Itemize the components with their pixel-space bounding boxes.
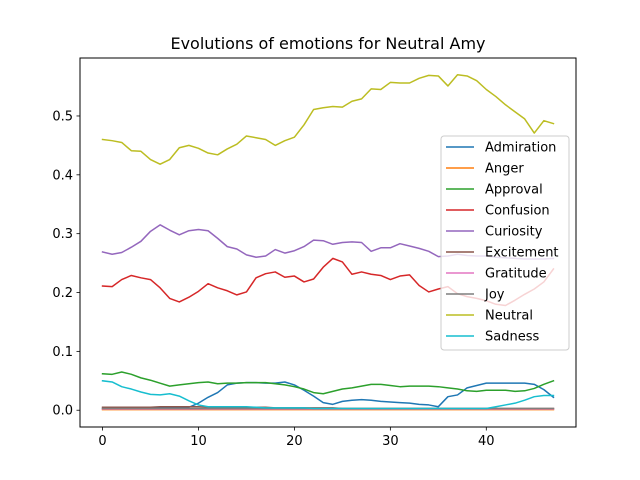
legend-label-excitement: Excitement <box>485 246 559 261</box>
x-tick-label: 30 <box>382 434 399 449</box>
legend-label-admiration: Admiration <box>485 141 556 156</box>
legend-label-neutral: Neutral <box>485 309 533 324</box>
y-tick-label: 0.1 <box>52 345 73 360</box>
legend-label-gratitude: Gratitude <box>485 267 547 282</box>
x-tick-label: 10 <box>190 434 207 449</box>
legend-label-approval: Approval <box>485 183 543 198</box>
y-tick-label: 0.2 <box>52 286 73 301</box>
x-axis: 0 10 20 30 40 <box>98 427 495 449</box>
legend-label-confusion: Confusion <box>485 204 550 219</box>
series-line-approval <box>101 371 555 395</box>
x-tick-label: 40 <box>478 434 495 449</box>
axes-frame <box>79 57 577 428</box>
legend: Admiration Anger Approval Confusion Curiosit… <box>440 135 570 351</box>
x-tick-label: 0 <box>98 434 106 449</box>
series-line-sadness <box>101 379 555 410</box>
y-tick-label: 0.4 <box>52 168 73 183</box>
legend-label-curiosity: Curiosity <box>485 225 543 240</box>
y-tick-label: 0.3 <box>52 227 73 242</box>
chart-title: Evolutions of emotions for Neutral Amy <box>170 34 485 53</box>
plot-area: 0 10 20 30 40 0.0 0.1 0.2 0.3 0.4 0.5 <box>52 57 577 449</box>
y-tick-label: 0.0 <box>52 404 73 419</box>
legend-label-anger: Anger <box>485 162 524 177</box>
series-line-neutral <box>101 74 555 165</box>
legend-label-sadness: Sadness <box>485 330 539 345</box>
x-tick-label: 20 <box>286 434 303 449</box>
y-tick-label: 0.5 <box>52 109 73 124</box>
y-axis: 0.0 0.1 0.2 0.3 0.4 0.5 <box>52 109 80 419</box>
legend-label-joy: Joy <box>484 288 505 303</box>
series-lines <box>101 74 555 411</box>
